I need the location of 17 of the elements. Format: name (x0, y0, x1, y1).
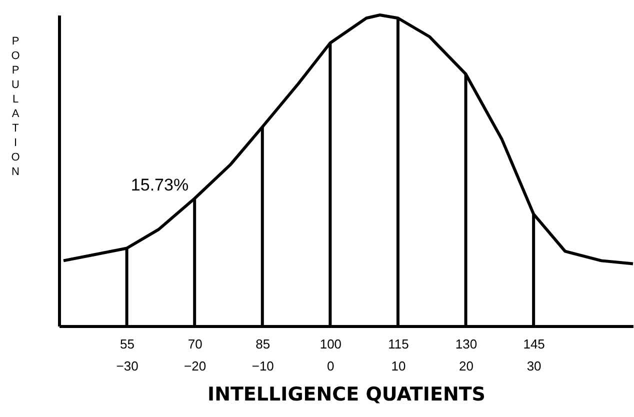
x2-tick-label: 20 (459, 358, 474, 374)
x-tick-label: 145 (523, 336, 545, 352)
x-tick-label: 55 (120, 336, 135, 352)
x2-tick-label: −20 (184, 358, 206, 374)
x2-tick-label: 10 (391, 358, 406, 374)
text: POPULATION (11, 36, 20, 178)
x-tick-label: 70 (188, 336, 202, 352)
x2-tick-label: −10 (252, 358, 274, 374)
x2-tick-label: 0 (327, 358, 334, 374)
x-tick-label: 115 (388, 336, 409, 352)
x2-tick-label: 30 (526, 358, 542, 374)
x2-tick-label: −30 (116, 358, 138, 374)
x-tick-label: 85 (256, 336, 270, 352)
x-tick-label: 100 (320, 336, 342, 352)
x-axis-title: INTELLIGENCE QUATIENTS (208, 384, 486, 406)
annotation: 15.73% (130, 175, 189, 194)
x-tick-label: 130 (455, 336, 478, 352)
